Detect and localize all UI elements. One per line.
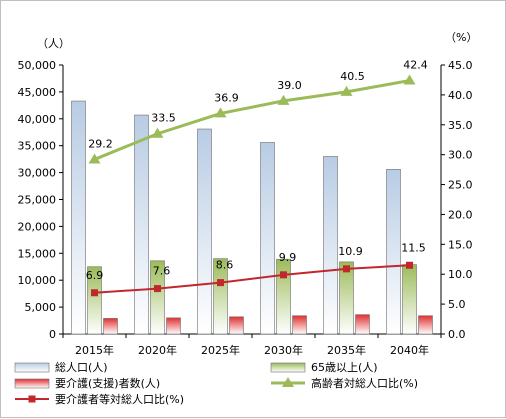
x-category-label: 2025年 bbox=[201, 343, 240, 357]
y-left-unit: （人） bbox=[37, 37, 70, 50]
y-right-tick-label: 35.0 bbox=[448, 119, 473, 132]
bar-series2-1 bbox=[166, 317, 181, 335]
data-label-series1-5: 11.5 bbox=[401, 241, 426, 254]
legend: 総人口(人) 65歳以上(人) 要介護(支援)者数(人) 高齢者対総人口比(%) 要介護… bbox=[14, 360, 418, 406]
line-series1 bbox=[94, 264, 410, 294]
y-right-tick-label: 40.0 bbox=[448, 89, 473, 102]
data-label-series1-0: 6.9 bbox=[86, 269, 104, 282]
data-label-series0-4: 40.5 bbox=[340, 70, 365, 83]
line-marker-series0-2 bbox=[214, 107, 227, 118]
legend-label: 高齢者対総人口比(%) bbox=[311, 376, 418, 390]
line-marker-series0-4 bbox=[340, 85, 353, 96]
legend-item-3: 高齢者対総人口比(%) bbox=[271, 376, 418, 390]
line-marker-series1-2 bbox=[217, 279, 224, 287]
y-left-tick-label: 25,000 bbox=[18, 194, 57, 207]
data-label-series0-3: 39.0 bbox=[277, 79, 302, 92]
bar-series0-1 bbox=[134, 114, 149, 335]
bar-series2-4 bbox=[355, 314, 370, 335]
data-label-series0-2: 36.9 bbox=[214, 91, 239, 104]
bar-series0-2 bbox=[197, 128, 212, 335]
y-left-tick-label: 50,000 bbox=[18, 59, 57, 72]
line-marker-series1-0 bbox=[91, 289, 98, 297]
bar-series2-3 bbox=[292, 315, 307, 335]
data-label-series1-2: 8.6 bbox=[216, 259, 234, 272]
data-label-series0-5: 42.4 bbox=[403, 59, 428, 72]
data-label-series0-0: 29.2 bbox=[88, 137, 113, 150]
y-right-tick-label: 15.0 bbox=[448, 238, 473, 251]
line-marker-series0-5 bbox=[403, 74, 416, 85]
x-category-label: 2035年 bbox=[327, 343, 366, 357]
bar-series1-2 bbox=[213, 258, 228, 335]
data-label-series1-1: 7.6 bbox=[153, 265, 171, 278]
x-category-label: 2020年 bbox=[138, 343, 177, 357]
line-marker-series1-1 bbox=[154, 285, 161, 293]
bar-series2-2 bbox=[229, 316, 244, 335]
y-left-tick-label: 30,000 bbox=[18, 167, 57, 180]
legend-swatch bbox=[270, 362, 306, 373]
legend-swatch-marker bbox=[28, 395, 36, 403]
x-category-label: 2040年 bbox=[390, 343, 429, 357]
bars bbox=[71, 100, 433, 335]
y-right-tick-label: 0.0 bbox=[448, 328, 466, 341]
line-series0 bbox=[93, 79, 410, 161]
line-marker-series0-0 bbox=[88, 153, 101, 164]
legend-swatch bbox=[14, 378, 50, 389]
y-left-tick-label: 20,000 bbox=[18, 220, 57, 233]
legend-swatch bbox=[14, 362, 50, 373]
line-marker-series0-3 bbox=[277, 94, 290, 105]
bar-series0-3 bbox=[260, 142, 275, 335]
bar-series0-4 bbox=[323, 156, 338, 335]
data-label-series1-4: 10.9 bbox=[338, 245, 363, 258]
legend-item-0: 総人口(人) bbox=[14, 360, 108, 374]
bar-series2-5 bbox=[418, 315, 433, 335]
y-right-tick-label: 45.0 bbox=[448, 59, 473, 72]
bar-series1-4 bbox=[339, 261, 354, 335]
x-category-label: 2015年 bbox=[75, 343, 114, 357]
legend-label: 65歳以上(人) bbox=[311, 361, 378, 374]
y-left-tick-label: 40,000 bbox=[18, 113, 57, 126]
legend-item-4: 要介護者等対総人口比(%) bbox=[15, 392, 184, 406]
line-marker-series0-1 bbox=[151, 127, 164, 138]
y-right-tick-label: 20.0 bbox=[448, 208, 473, 221]
y-left-tick-label: 15,000 bbox=[18, 247, 57, 260]
bar-series0-5 bbox=[386, 169, 401, 335]
y-left-tick-label: 35,000 bbox=[18, 140, 57, 153]
bar-series0-0 bbox=[71, 100, 86, 335]
y-right-tick-label: 30.0 bbox=[448, 149, 473, 162]
data-labels: 29.2 33.5 36.9 39.0 40.5 42.4 6.9 7.6 8.6 9.9 10.9… bbox=[86, 59, 428, 282]
bar-series1-5 bbox=[402, 264, 417, 335]
bar-series1-3 bbox=[276, 258, 291, 335]
y-left-tick-label: 0 bbox=[49, 328, 56, 341]
data-label-series1-3: 9.9 bbox=[279, 251, 297, 264]
y-left-tick-label: 5,000 bbox=[25, 301, 57, 314]
legend-label: 要介護者等対総人口比(%) bbox=[55, 392, 184, 406]
y-left-tick-label: 10,000 bbox=[18, 274, 57, 287]
bar-series1-0 bbox=[87, 266, 102, 335]
lines bbox=[88, 74, 416, 297]
line-marker-series1-5 bbox=[406, 261, 413, 269]
legend-swatch-marker bbox=[282, 377, 294, 387]
x-category-label: 2030年 bbox=[264, 343, 303, 357]
y-right-unit: （%） bbox=[445, 31, 477, 44]
legend-item-2: 要介護(支援)者数(人) bbox=[14, 376, 160, 390]
y-right-tick-label: 5.0 bbox=[448, 298, 466, 311]
y-right-tick-label: 25.0 bbox=[448, 179, 473, 192]
data-label-series0-1: 33.5 bbox=[151, 112, 176, 125]
bar-series1-1 bbox=[150, 260, 165, 335]
legend-label: 要介護(支援)者数(人) bbox=[55, 376, 160, 390]
axes: 0 5,000 10,000 15,000 20,000 25,000 30,000 35,0… bbox=[18, 59, 473, 357]
legend-label: 総人口(人) bbox=[55, 360, 108, 374]
y-right-tick-label: 10.0 bbox=[448, 268, 473, 281]
line-marker-series1-3 bbox=[280, 271, 287, 279]
line-marker-series1-4 bbox=[343, 265, 350, 273]
bar-series2-0 bbox=[103, 318, 118, 335]
legend-item-1: 65歳以上(人) bbox=[270, 361, 378, 374]
y-left-tick-label: 45,000 bbox=[18, 86, 57, 99]
